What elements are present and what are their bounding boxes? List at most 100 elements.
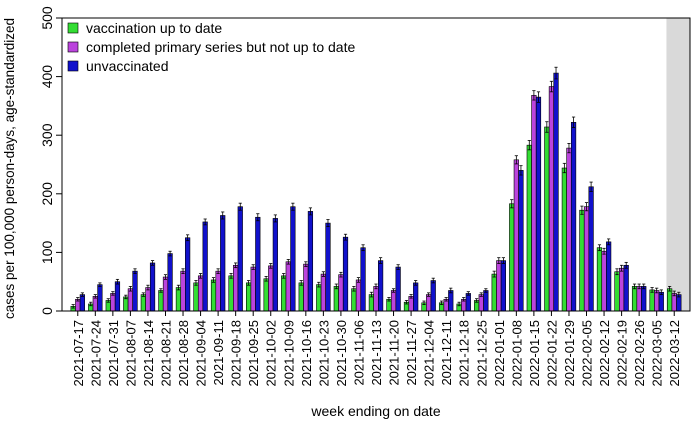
- bar: [132, 270, 138, 312]
- bar: [215, 270, 221, 312]
- bar: [250, 266, 256, 312]
- x-tick-label: 2022-02-26: [632, 320, 647, 387]
- legend-swatch: [67, 22, 79, 34]
- x-tick-label: 2021-09-04: [194, 320, 209, 387]
- bar: [513, 159, 519, 312]
- x-tick-label: 2021-07-17: [71, 320, 86, 387]
- y-tick-label: 200: [39, 182, 55, 206]
- bar: [377, 260, 384, 312]
- y-tick-label: 300: [39, 123, 55, 147]
- bar: [316, 284, 322, 312]
- bar: [478, 294, 484, 312]
- x-tick-label: 2021-08-07: [123, 320, 138, 387]
- bar: [290, 206, 296, 312]
- bar: [202, 221, 208, 312]
- bar: [544, 126, 550, 312]
- y-tick-label: 500: [39, 6, 55, 30]
- bar: [351, 288, 357, 312]
- x-tick-label: 2021-10-16: [299, 320, 314, 387]
- x-tick-label: 2021-09-11: [211, 320, 226, 386]
- x-tick-label: 2022-03-05: [650, 320, 665, 387]
- bar: [606, 241, 612, 312]
- bar: [197, 275, 204, 312]
- x-tick-label: 2022-01-22: [544, 320, 559, 387]
- x-tick-label: 2021-10-02: [264, 320, 279, 387]
- bar: [500, 260, 507, 312]
- bar: [531, 95, 537, 312]
- bar: [185, 237, 191, 312]
- x-tick-label: 2021-08-28: [176, 320, 191, 387]
- bar: [588, 186, 594, 312]
- bar: [193, 282, 199, 312]
- bar: [92, 296, 98, 312]
- x-tick-label: 2021-12-25: [474, 320, 489, 387]
- bar: [127, 288, 134, 312]
- x-tick-label: 2022-01-01: [492, 320, 507, 387]
- bar: [667, 288, 673, 312]
- bar: [333, 286, 339, 312]
- bar: [448, 290, 454, 312]
- bar: [426, 294, 432, 312]
- x-tick-label: 2021-09-25: [246, 320, 261, 387]
- x-tick-label: 2021-12-04: [422, 320, 437, 387]
- bar: [298, 282, 304, 312]
- bar: [272, 218, 278, 312]
- legend-label: completed primary series but not up to d…: [86, 39, 355, 55]
- bar: [430, 280, 436, 312]
- bar: [180, 270, 186, 312]
- x-tick-label: 2021-11-06: [351, 320, 366, 386]
- x-tick-label: 2021-11-13: [369, 320, 384, 386]
- bar: [601, 250, 607, 312]
- x-tick-label: 2021-10-23: [316, 320, 331, 387]
- bar: [596, 247, 603, 312]
- bar: [210, 279, 217, 312]
- x-tick-label: 2022-01-08: [509, 320, 524, 387]
- bar: [518, 170, 524, 312]
- bar: [228, 275, 234, 312]
- bar: [561, 167, 567, 312]
- bar: [263, 278, 269, 312]
- x-tick-label: 2021-08-21: [158, 320, 173, 387]
- y-tick-label: 0: [39, 307, 55, 315]
- x-tick-label: 2022-02-05: [580, 320, 595, 387]
- bar: [465, 293, 471, 312]
- bar: [553, 72, 559, 312]
- bar: [338, 274, 344, 312]
- x-tick-label: 2022-02-12: [597, 320, 612, 387]
- bar: [535, 96, 542, 312]
- bar: [233, 264, 239, 312]
- bar: [395, 266, 401, 312]
- legend-swatch: [67, 60, 79, 72]
- x-tick-label: 2022-01-29: [562, 320, 577, 387]
- x-tick-label: 2021-11-27: [404, 320, 419, 386]
- x-tick-label: 2021-12-18: [457, 320, 472, 387]
- bar: [566, 147, 572, 312]
- x-tick-label: 2022-01-15: [527, 320, 542, 387]
- bar: [175, 287, 182, 312]
- bar: [579, 209, 585, 312]
- shaded-region: [666, 18, 690, 311]
- bar: [281, 275, 287, 312]
- bar: [631, 286, 638, 312]
- x-tick-label: 2021-10-09: [281, 320, 296, 387]
- bar: [583, 206, 590, 312]
- bar: [342, 236, 349, 312]
- bar: [158, 290, 164, 312]
- bar: [110, 293, 116, 312]
- bar: [413, 282, 419, 312]
- bar: [496, 260, 502, 312]
- x-tick-label: 2021-07-31: [106, 320, 121, 387]
- bar: [408, 296, 414, 312]
- bar: [285, 261, 291, 312]
- bar: [220, 215, 226, 312]
- bar: [570, 122, 577, 312]
- y-tick-label: 400: [39, 65, 55, 89]
- x-tick-label: 2021-07-24: [88, 320, 103, 387]
- legend-label: unvaccinated: [86, 58, 169, 74]
- x-tick-label: 2022-02-19: [615, 320, 630, 387]
- bar: [79, 294, 85, 312]
- x-tick-label: 2021-12-11: [439, 320, 454, 386]
- bar: [526, 144, 532, 312]
- bar: [246, 282, 252, 312]
